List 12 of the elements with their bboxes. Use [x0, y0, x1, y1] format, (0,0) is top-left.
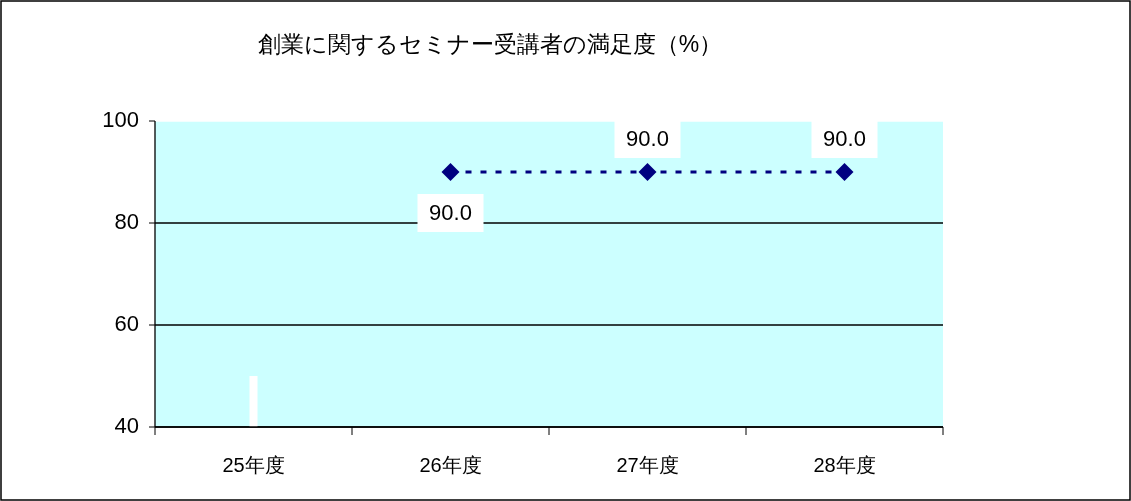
data-label: 90.0	[626, 125, 669, 151]
x-tick-label: 26年度	[419, 454, 482, 476]
data-label: 90.0	[429, 199, 472, 225]
y-tick-label: 40	[114, 412, 139, 438]
x-tick-label: 25年度	[222, 454, 285, 476]
y-tick-label: 80	[114, 208, 139, 234]
chart-title: 創業に関するセミナー受講者の満足度（%）	[257, 31, 723, 57]
x-tick-label: 27年度	[616, 454, 679, 476]
x-tick-label: 28年度	[813, 454, 876, 476]
y-tick-label: 100	[102, 106, 139, 132]
y-tick-label: 60	[114, 310, 139, 336]
data-label: 90.0	[823, 125, 866, 151]
